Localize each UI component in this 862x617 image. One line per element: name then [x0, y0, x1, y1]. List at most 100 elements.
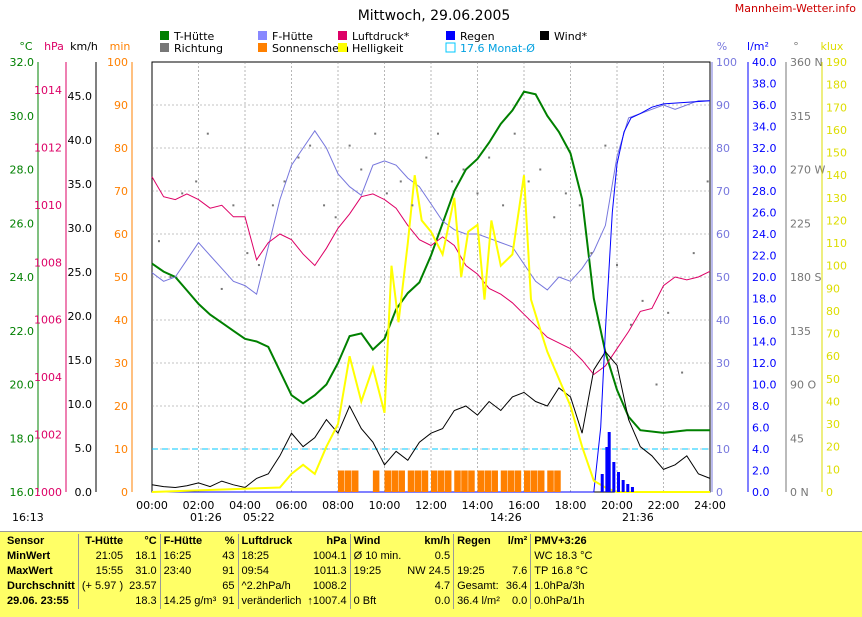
- stats-cell: 18:25: [237, 549, 305, 564]
- stats-cell: 19:25: [453, 564, 503, 579]
- site-name[interactable]: Mannheim-Wetter.info: [735, 2, 857, 15]
- right-tick-label: 40.0: [752, 56, 777, 69]
- right-axis-unit: °: [793, 40, 799, 53]
- right-tick-label: 20: [716, 400, 730, 413]
- left-tick-label: 28.0: [10, 164, 35, 177]
- sunshine-bar: [444, 470, 452, 492]
- direction-point: [257, 264, 260, 267]
- stats-cell: Wind: [349, 534, 405, 549]
- stats-cell: 18.1: [135, 550, 157, 562]
- left-axis-unit: °C: [19, 40, 33, 53]
- sunshine-bar: [437, 470, 445, 492]
- direction-point: [297, 156, 300, 159]
- left-tick-label: 1008: [34, 256, 62, 269]
- stats-cell: MinWert: [7, 550, 51, 562]
- direction-point: [246, 252, 249, 255]
- sunshine-bar: [407, 470, 415, 492]
- stats-cell: 31.0: [135, 565, 157, 577]
- stats-cell: Ø 10 min.: [349, 549, 405, 564]
- direction-point: [309, 144, 312, 147]
- direction-point: [411, 204, 414, 207]
- left-tick-label: 70: [114, 185, 128, 198]
- x-tick-label: 06:00: [276, 499, 308, 512]
- left-tick-label: 10.0: [68, 398, 93, 411]
- right-tick-label: 6.0: [752, 422, 770, 435]
- x-tick-label: 18:00: [555, 499, 587, 512]
- x-tick-label: 14:00: [462, 499, 494, 512]
- right-tick-label: 34.0: [752, 121, 777, 134]
- direction-point: [181, 192, 184, 195]
- right-tick-label: 70: [826, 328, 840, 341]
- sunshine-bar: [514, 470, 522, 492]
- right-tick-label: 10.0: [752, 379, 777, 392]
- direction-point: [553, 216, 556, 219]
- legend-swatch: [445, 42, 456, 53]
- left-tick-label: 0: [121, 486, 128, 499]
- x-tick-label: 22:00: [648, 499, 680, 512]
- direction-point: [385, 192, 388, 195]
- stats-cell: 0 Bft: [349, 594, 405, 609]
- x-tick-label: 02:00: [183, 499, 215, 512]
- legend-label: Regen: [460, 30, 495, 43]
- sunshine-bar: [344, 470, 352, 492]
- left-tick-label: 30: [114, 357, 128, 370]
- right-tick-label: 24.0: [752, 228, 777, 241]
- right-tick-label: 10: [826, 463, 840, 476]
- left-axis-unit: min: [110, 40, 131, 53]
- series-line-helligkeit: [151, 175, 710, 493]
- stats-cell: (+ 5.97 ): [77, 579, 127, 594]
- left-tick-label: 20: [114, 400, 128, 413]
- direction-point: [527, 180, 530, 183]
- sunshine-bar: [384, 470, 392, 492]
- stats-cell: 1008.2: [312, 580, 347, 592]
- right-tick-label: 315: [790, 110, 811, 123]
- left-tick-label: 1004: [34, 371, 62, 384]
- left-tick-label: 15.0: [68, 354, 93, 367]
- stats-cell: 1.0hPa/3h: [530, 579, 596, 594]
- stats-cell: MaxWert: [7, 565, 53, 577]
- x-tick-label: 24:00: [694, 499, 726, 512]
- stats-cell: 0.0hPa/1h: [530, 594, 596, 609]
- right-tick-label: 0: [826, 486, 833, 499]
- rain-time: 21:36: [622, 511, 654, 524]
- direction-point: [195, 180, 198, 183]
- right-tick-label: 110: [826, 237, 847, 250]
- direction-point: [692, 252, 695, 255]
- time-now: 16:13: [12, 511, 44, 524]
- direction-point: [425, 156, 428, 159]
- stats-cell: 65: [222, 580, 235, 592]
- left-tick-label: 1002: [34, 429, 62, 442]
- stats-cell: Luftdruck: [237, 534, 305, 549]
- stats-cell: [349, 579, 405, 594]
- sunshine-bar: [484, 470, 491, 492]
- stats-cell: Gesamt:: [453, 579, 503, 594]
- direction-point: [232, 204, 235, 207]
- direction-point: [283, 180, 286, 183]
- sunshine-bar: [491, 470, 498, 492]
- direction-point: [488, 156, 491, 159]
- right-tick-label: 180: [826, 79, 847, 92]
- axes: 00:00 02:00 04:00 06:00 08:00 10:00 12:00 14:00…: [10, 40, 848, 512]
- right-axis-unit: klux: [821, 40, 844, 53]
- stats-cell: hPa: [326, 535, 347, 547]
- right-tick-label: 28.0: [752, 185, 777, 198]
- legend-label: Helligkeit: [352, 42, 404, 55]
- left-tick-label: 35.0: [68, 178, 93, 191]
- left-axis-unit: hPa: [44, 40, 64, 53]
- left-tick-label: 40.0: [68, 134, 93, 147]
- stats-cell: TP 16.8 °C: [530, 564, 596, 579]
- rain-bar: [612, 462, 616, 492]
- rain-bar: [626, 484, 630, 492]
- left-tick-label: 30.0: [68, 222, 93, 235]
- stats-cell: 19:25: [349, 564, 405, 579]
- stats-cell: F-Hütte: [159, 534, 220, 549]
- direction-point: [436, 132, 439, 135]
- right-tick-label: 60: [716, 228, 730, 241]
- direction-point: [616, 264, 618, 267]
- stats-cell: 09:54: [237, 564, 305, 579]
- right-tick-label: 0.0: [752, 486, 770, 499]
- direction-point: [462, 168, 465, 171]
- left-tick-label: 10: [114, 443, 128, 456]
- x-tick-label: 12:00: [415, 499, 447, 512]
- legend-label: T-Hütte: [173, 30, 215, 43]
